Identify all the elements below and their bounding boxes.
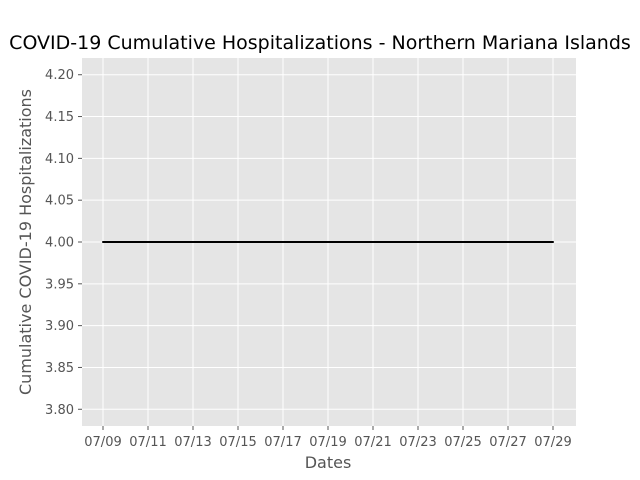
x-tick-label: 07/17: [264, 435, 301, 450]
data-point: [507, 241, 509, 243]
ticks: 07/09 07/11 07/13 07/15 07/17 07/19 07/21 07/23…: [45, 68, 572, 450]
data-point: [169, 241, 172, 243]
y-tick-label: 4.05: [45, 194, 74, 209]
y-tick-label: 4.00: [45, 236, 74, 251]
x-tick-label: 07/25: [444, 435, 481, 450]
data-point: [124, 241, 127, 243]
data-point: [147, 241, 149, 243]
y-tick-label: 3.80: [45, 403, 74, 418]
x-tick-label: 07/23: [399, 435, 436, 450]
y-tick-label: 3.90: [45, 319, 74, 334]
data-point: [349, 241, 352, 243]
y-tick-label: 4.10: [45, 152, 74, 167]
data-point: [394, 241, 397, 243]
x-tick-label: 07/21: [354, 435, 391, 450]
x-tick-label: 07/27: [489, 435, 526, 450]
series-layer: [102, 241, 554, 243]
y-axis-label: Cumulative COVID-19 Hospitalizations: [16, 89, 35, 395]
y-tick-label: 4.15: [45, 110, 74, 125]
x-tick-label: 07/11: [129, 435, 166, 450]
data-point: [462, 241, 464, 243]
data-point: [417, 241, 419, 243]
data-point: [529, 241, 532, 243]
x-axis-label: Dates: [305, 453, 352, 472]
data-point: [282, 241, 284, 243]
data-point: [372, 241, 374, 243]
data-point: [304, 241, 307, 243]
data-point: [439, 241, 442, 243]
data-point: [484, 241, 487, 243]
chart-title: COVID-19 Cumulative Hospitalizations - N…: [9, 32, 631, 54]
x-tick-label: 07/29: [534, 435, 571, 450]
data-point: [102, 241, 104, 243]
y-tick-label: 3.85: [45, 361, 74, 376]
data-point: [237, 241, 239, 243]
y-tick-label: 3.95: [45, 277, 74, 292]
x-tick-label: 07/15: [219, 435, 256, 450]
x-tick-label: 07/13: [174, 435, 211, 450]
data-point: [327, 241, 329, 243]
data-point: [214, 241, 217, 243]
data-point: [259, 241, 262, 243]
data-point: [192, 241, 194, 243]
x-tick-label: 07/09: [84, 435, 121, 450]
y-tick-label: 4.20: [45, 68, 74, 83]
data-point: [552, 241, 554, 243]
x-tick-label: 07/19: [309, 435, 346, 450]
